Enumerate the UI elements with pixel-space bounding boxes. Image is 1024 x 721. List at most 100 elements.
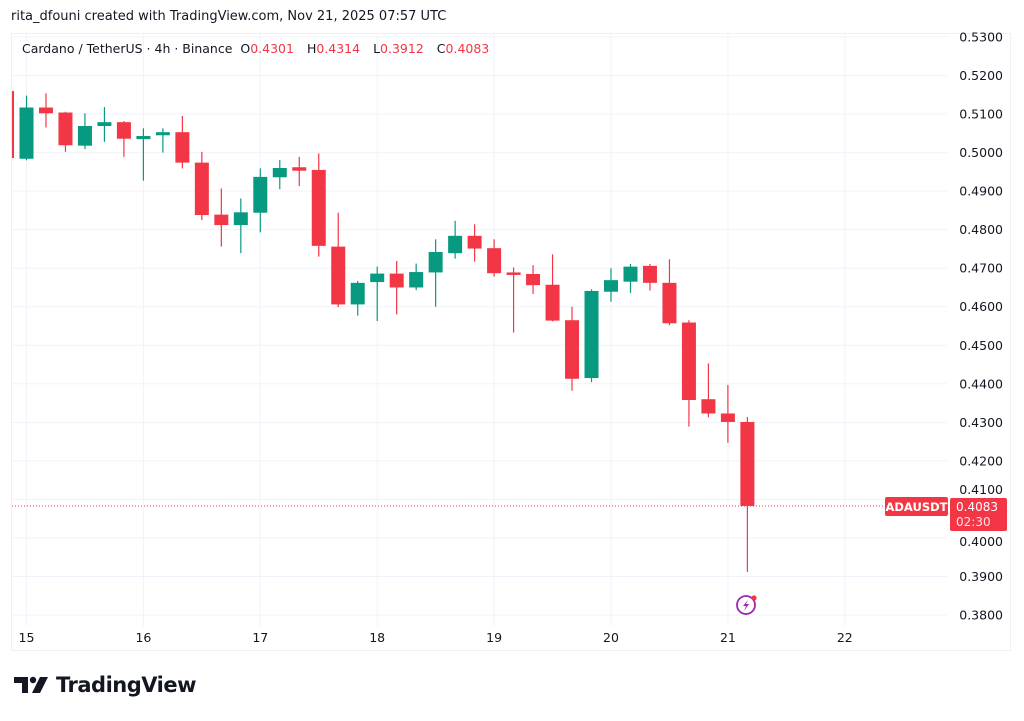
date-tick-label: 17 — [252, 630, 268, 645]
candle-body — [116, 122, 131, 139]
candle-body — [272, 168, 287, 178]
date-tick-label: 19 — [486, 630, 502, 645]
candle-body — [642, 265, 657, 283]
candle-down — [116, 121, 131, 157]
last-price-value: 0.4083 — [956, 500, 998, 514]
candle-up — [155, 128, 170, 153]
candle-down — [701, 363, 716, 418]
lightning-alert-icon[interactable] — [736, 595, 757, 615]
candle-body — [136, 136, 151, 140]
candle-down — [175, 115, 190, 169]
candle-down — [38, 93, 53, 128]
price-tick-label: 0.3900 — [959, 569, 1003, 584]
open-label: O — [240, 41, 251, 56]
candle-down — [545, 254, 560, 322]
candle-body — [253, 176, 268, 213]
candle-body — [370, 273, 385, 283]
candle-down — [526, 265, 541, 295]
price-tick-label: 0.4800 — [959, 222, 1003, 237]
price-tick-label: 0.5200 — [959, 68, 1003, 83]
candle-up — [448, 220, 463, 259]
close-value: 0.4083 — [445, 41, 490, 56]
candle-body — [662, 282, 677, 324]
candle-body — [545, 284, 560, 321]
candle-body — [97, 122, 112, 127]
candle-body — [740, 421, 755, 506]
date-tick-label: 21 — [720, 630, 736, 645]
candle-body — [389, 273, 404, 288]
candle-down — [681, 320, 696, 427]
candle-body — [311, 169, 326, 246]
candle-body — [526, 273, 541, 286]
price-tick-label: 0.4100 — [959, 482, 1003, 497]
chart-attribution: rita_dfouni created with TradingView.com… — [11, 9, 447, 24]
candle-down — [662, 259, 677, 326]
date-tick-label: 20 — [603, 630, 619, 645]
candle-body — [350, 282, 365, 305]
candle-body — [155, 132, 170, 136]
price-tag-bg — [950, 498, 1007, 531]
price-tick-label: 0.4000 — [959, 534, 1003, 549]
candles — [12, 90, 755, 572]
candle-body — [565, 320, 580, 379]
price-tick-label: 0.5300 — [959, 30, 1003, 45]
tradingview-logo[interactable]: TradingView — [14, 673, 196, 697]
candle-up — [272, 159, 287, 190]
date-tick-label: 16 — [135, 630, 151, 645]
time-axis[interactable]: 15 16 17 18 19 20 21 22 — [19, 630, 853, 645]
candle-down — [720, 384, 735, 443]
candle-body — [623, 266, 638, 282]
candle-down — [740, 416, 755, 572]
price-tick-label: 0.4400 — [959, 376, 1003, 391]
price-tick-label: 0.4900 — [959, 184, 1003, 199]
bar-countdown: 02:30 — [956, 515, 991, 529]
price-tick-label: 0.4300 — [959, 415, 1003, 430]
date-tick-label: 15 — [19, 630, 35, 645]
candle-up — [19, 95, 34, 161]
candle-up — [623, 263, 638, 293]
price-tick-label: 0.4700 — [959, 261, 1003, 276]
candle-down — [292, 156, 307, 187]
price-tick-label: 0.4600 — [959, 299, 1003, 314]
price-tag: ADAUSDT 0.4083 02:30 — [885, 497, 1007, 531]
candle-up — [584, 289, 599, 383]
candle-up — [409, 263, 424, 291]
candle-body — [701, 399, 716, 414]
candle-body — [292, 167, 307, 171]
candle-body — [604, 280, 618, 292]
symbol-tag: ADAUSDT — [885, 500, 947, 514]
high-value: 0.4314 — [316, 41, 361, 56]
candle-down — [214, 188, 229, 247]
candle-up — [233, 198, 248, 254]
candle-down — [487, 239, 502, 277]
price-tick-label: 0.5000 — [959, 145, 1003, 160]
candle-body — [448, 235, 463, 254]
candle-body — [19, 107, 34, 159]
candle-body — [12, 90, 15, 158]
candle-up — [77, 113, 92, 150]
high-label: H — [306, 41, 317, 56]
price-axis[interactable]: 0.5300 0.5200 0.5100 0.5000 0.4900 0.4800 0.47… — [959, 30, 1003, 623]
price-tick-label: 0.5100 — [959, 107, 1003, 122]
candle-body — [467, 235, 482, 249]
candle-down — [506, 267, 521, 333]
candle-body — [428, 252, 443, 273]
date-tick-label: 22 — [837, 630, 853, 645]
candle-body — [409, 272, 424, 288]
symbol-description[interactable]: Cardano / TetherUS · 4h · Binance — [22, 41, 233, 56]
candle-down — [58, 111, 73, 152]
candle-body — [331, 246, 346, 305]
candle-down — [467, 224, 482, 262]
candle-body — [233, 212, 248, 226]
candle-body — [58, 112, 73, 146]
chart-frame — [11, 33, 1011, 651]
date-tick-label: 18 — [369, 630, 385, 645]
candle-body — [38, 107, 53, 114]
candle-up — [370, 266, 385, 321]
low-value: 0.3912 — [380, 41, 424, 56]
grid-lines — [12, 34, 947, 626]
price-tick-label: 0.4500 — [959, 338, 1003, 353]
candle-up — [604, 268, 618, 302]
candle-body — [720, 413, 735, 422]
